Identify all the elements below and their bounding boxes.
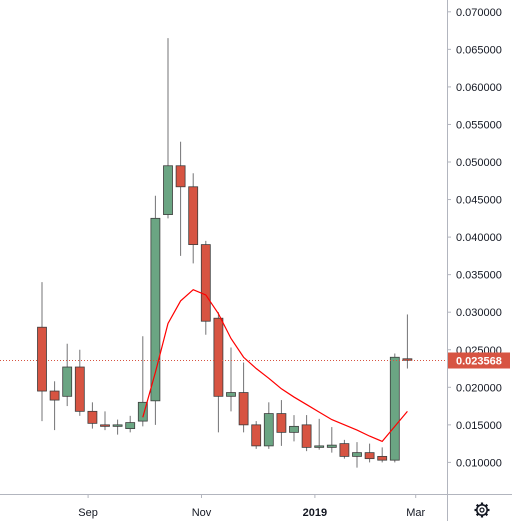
last-price-badge: 0.023568 xyxy=(448,352,510,369)
candle-body xyxy=(389,356,400,461)
candle-down[interactable] xyxy=(37,282,47,422)
candle-up[interactable] xyxy=(389,353,400,463)
candle-body xyxy=(100,424,110,427)
time-tick-label: Nov xyxy=(192,507,212,519)
candle-up[interactable] xyxy=(112,419,123,435)
candle-up[interactable] xyxy=(263,402,274,449)
candle-down[interactable] xyxy=(377,447,388,463)
candle-up[interactable] xyxy=(352,442,362,468)
candle-body xyxy=(326,444,337,448)
candle-body xyxy=(352,452,362,457)
candle-body xyxy=(226,392,236,397)
price-tick-label: 0.035000 xyxy=(456,270,502,282)
price-tick-label: 0.015000 xyxy=(456,420,502,432)
price-tick-label: 0.055000 xyxy=(456,119,502,131)
candle-down[interactable] xyxy=(188,173,199,264)
candle-down[interactable] xyxy=(87,402,98,429)
time-tick-label: Mar xyxy=(406,507,425,519)
candle-down[interactable] xyxy=(200,240,211,335)
price-tick-label: 0.065000 xyxy=(456,44,502,56)
candle-body xyxy=(62,366,73,397)
candle-up[interactable] xyxy=(326,427,337,453)
candle-body xyxy=(37,326,47,392)
price-tick-label: 0.030000 xyxy=(456,307,502,319)
candle-down[interactable] xyxy=(301,415,312,452)
moving-average-layer xyxy=(142,288,408,443)
candle-up[interactable] xyxy=(62,343,73,407)
candle-body xyxy=(377,455,388,461)
price-tick-label: 0.060000 xyxy=(456,82,502,94)
time-tick-label: Sep xyxy=(78,507,98,519)
candle-body xyxy=(188,186,199,246)
candle-down[interactable] xyxy=(238,362,249,433)
time-axis[interactable]: Sep Nov 2019 Mar xyxy=(78,494,426,519)
price-axis[interactable]: 0.0100000.0150000.0200000.0250000.030000… xyxy=(447,7,502,470)
candle-up[interactable] xyxy=(125,415,136,433)
candle-up[interactable] xyxy=(163,38,173,219)
candle-body xyxy=(163,165,173,215)
candle-body xyxy=(74,366,85,412)
candle-up[interactable] xyxy=(226,347,236,412)
candle-down[interactable] xyxy=(364,443,375,463)
price-tick-label: 0.050000 xyxy=(456,157,502,169)
candle-down[interactable] xyxy=(175,141,186,256)
candle-body xyxy=(200,244,211,322)
last-price-badge-bg xyxy=(448,352,510,369)
candle-down[interactable] xyxy=(213,312,224,433)
candle-down[interactable] xyxy=(339,439,350,459)
candle-body xyxy=(402,358,413,361)
last-price-value: 0.023568 xyxy=(456,356,502,368)
candle-down[interactable] xyxy=(100,411,110,431)
candle-body xyxy=(137,401,148,422)
moving-average-line xyxy=(142,288,408,443)
price-tick-label: 0.040000 xyxy=(456,232,502,244)
candle-body xyxy=(112,424,123,427)
candles-layer xyxy=(37,38,413,468)
candle-body xyxy=(364,452,375,460)
price-tick-label: 0.070000 xyxy=(456,7,502,19)
price-tick-label: 0.010000 xyxy=(456,457,502,469)
candle-up[interactable] xyxy=(150,195,161,425)
candle-body xyxy=(213,317,224,397)
candle-body xyxy=(314,445,325,448)
candle-up[interactable] xyxy=(314,418,325,450)
candle-down[interactable] xyxy=(251,421,262,449)
candle-body xyxy=(125,422,136,430)
candle-body xyxy=(263,413,274,447)
candle-down[interactable] xyxy=(74,349,85,416)
candle-body xyxy=(238,392,249,426)
candle-down[interactable] xyxy=(49,381,60,431)
candle-body xyxy=(276,413,287,433)
candle-body xyxy=(49,390,60,401)
candle-body xyxy=(87,410,98,424)
candle-down[interactable] xyxy=(402,314,413,369)
gear-icon[interactable] xyxy=(474,502,490,518)
candle-down[interactable] xyxy=(276,400,287,446)
candle-up[interactable] xyxy=(289,415,299,442)
candle-body xyxy=(339,443,350,457)
time-tick-label: 2019 xyxy=(303,507,327,519)
candle-body xyxy=(289,425,299,433)
gear-hub xyxy=(479,507,485,513)
candle-body xyxy=(301,424,312,448)
candle-up[interactable] xyxy=(137,336,148,427)
candle-body xyxy=(150,217,161,402)
price-tick-label: 0.045000 xyxy=(456,195,502,207)
candle-body xyxy=(251,424,262,447)
price-tick-label: 0.020000 xyxy=(456,382,502,394)
candle-body xyxy=(175,165,186,188)
